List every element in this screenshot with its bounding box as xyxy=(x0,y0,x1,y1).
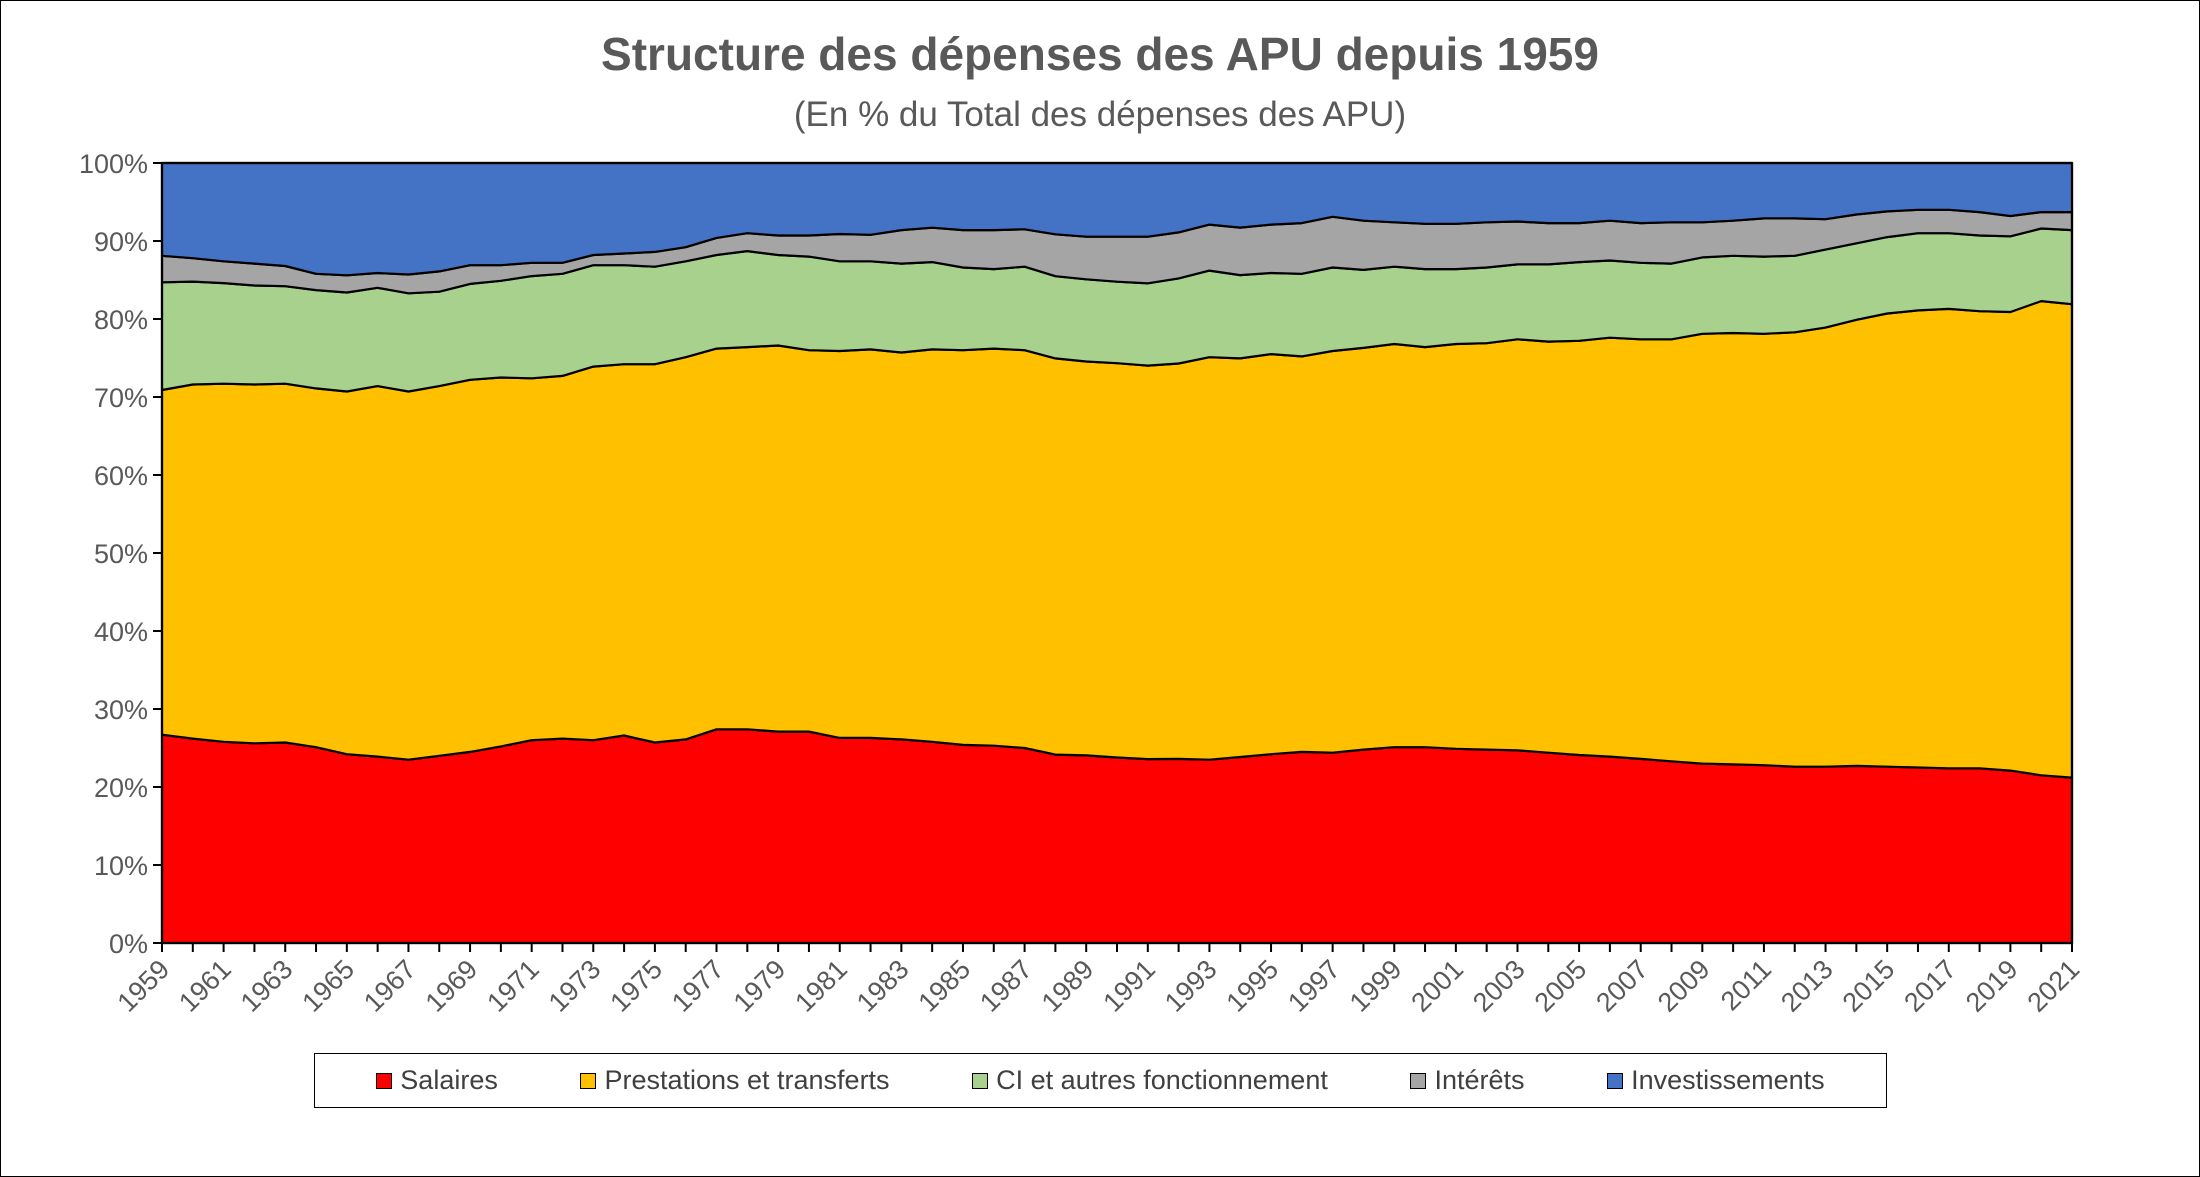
legend-item: Salaires xyxy=(376,1065,498,1096)
x-tick-labels: 1959196119631965196719691971197319751977… xyxy=(112,954,2086,1018)
area-series-group xyxy=(160,161,2074,945)
legend-label: Intérêts xyxy=(1434,1065,1525,1095)
y-tick-label: 20% xyxy=(94,773,148,803)
x-tick-label: 2011 xyxy=(1715,954,1777,1016)
y-tick-labels: 0% 10% 20% 30% 40% 50% 60% 70% 80% 90% 100% xyxy=(79,149,148,959)
x-tick-label: 1987 xyxy=(974,954,1038,1018)
x-tick-label: 2013 xyxy=(1775,954,1839,1018)
y-tick-label: 0% xyxy=(109,929,148,959)
legend-item: Intérêts xyxy=(1410,1065,1524,1096)
x-tick-label: 1965 xyxy=(296,954,360,1018)
x-tick-label: 2017 xyxy=(1898,954,1962,1018)
x-tick-label: 1991 xyxy=(1097,954,1161,1018)
legend-item: CI et autres fonctionnement xyxy=(972,1065,1328,1096)
y-tick-label: 70% xyxy=(94,383,148,413)
legend-swatch xyxy=(1410,1072,1427,1089)
x-tick-label: 1981 xyxy=(789,954,853,1018)
x-tick-label: 1999 xyxy=(1344,954,1408,1018)
y-tick-label: 10% xyxy=(94,851,148,881)
x-tick-label: 1971 xyxy=(481,954,545,1018)
legend-swatch xyxy=(580,1072,597,1089)
x-tick-label: 1967 xyxy=(358,954,422,1018)
y-tick-label: 30% xyxy=(94,695,148,725)
axes-group xyxy=(153,161,2074,952)
x-tick-label: 1995 xyxy=(1221,954,1285,1018)
y-tick-label: 90% xyxy=(94,227,148,257)
x-tick-label: 2007 xyxy=(1590,954,1654,1018)
legend-swatch xyxy=(376,1072,393,1089)
x-tick-label: 1975 xyxy=(604,954,668,1018)
y-tick-label: 80% xyxy=(94,305,148,335)
legend-label: CI et autres fonctionnement xyxy=(996,1065,1328,1095)
x-tick-label: 2001 xyxy=(1405,954,1469,1018)
x-tick-label: 2009 xyxy=(1652,954,1716,1018)
x-tick-label: 1961 xyxy=(173,954,237,1018)
x-tick-label: 2019 xyxy=(1960,954,2024,1018)
chart-subtitle: (En % du Total des dépenses des APU) xyxy=(793,95,1407,134)
x-tick-label: 1993 xyxy=(1159,954,1223,1018)
legend-label: Salaires xyxy=(400,1065,498,1095)
legend-swatch xyxy=(1607,1072,1624,1089)
legend-item: Prestations et transferts xyxy=(580,1065,890,1096)
x-tick-label: 2005 xyxy=(1529,954,1593,1018)
x-tick-label: 1983 xyxy=(851,954,915,1018)
x-tick-label: 1997 xyxy=(1282,954,1346,1018)
x-tick-label: 2003 xyxy=(1467,954,1531,1018)
legend-item: Investissements xyxy=(1607,1065,1825,1096)
x-tick-label: 2021 xyxy=(2022,954,2086,1018)
x-tick-label: 1973 xyxy=(543,954,607,1018)
legend-label: Prestations et transferts xyxy=(604,1065,890,1095)
x-tick-label: 1985 xyxy=(913,954,977,1018)
y-tick-label: 60% xyxy=(94,461,148,491)
x-tick-label: 1979 xyxy=(728,954,792,1018)
x-tick-label: 2015 xyxy=(1837,954,1901,1018)
legend-label: Investissements xyxy=(1631,1065,1825,1095)
x-tick-label: 1963 xyxy=(235,954,299,1018)
y-tick-label: 100% xyxy=(79,149,148,179)
x-tick-label: 1959 xyxy=(112,954,176,1018)
y-tick-label: 40% xyxy=(94,617,148,647)
x-tick-label: 1989 xyxy=(1036,954,1100,1018)
x-tick-label: 1969 xyxy=(420,954,484,1018)
legend-swatch xyxy=(972,1072,989,1089)
x-tick-label: 1977 xyxy=(666,954,730,1018)
chart-title: Structure des dépenses des APU depuis 19… xyxy=(601,28,1599,80)
y-tick-label: 50% xyxy=(94,539,148,569)
legend: Salaires Prestations et transferts CI et a… xyxy=(314,1053,1887,1108)
